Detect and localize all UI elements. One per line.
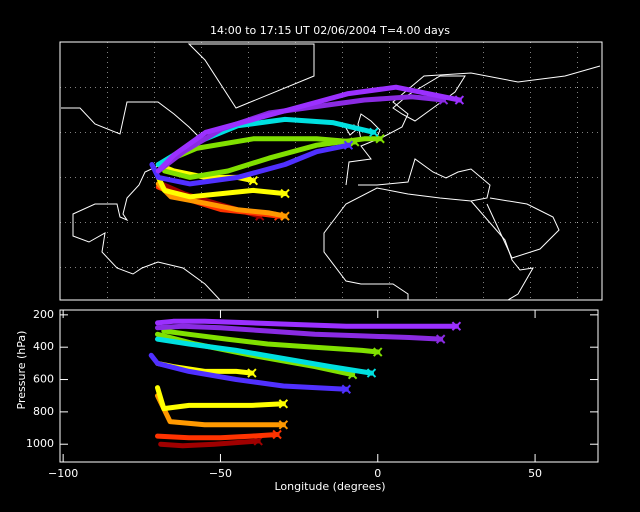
trajectory [162, 136, 383, 180]
coastline [187, 43, 315, 109]
trajectory-end [373, 347, 383, 357]
trajectory-end [451, 321, 462, 331]
x-tick-label: 0 [374, 467, 381, 480]
y-axis-label: Pressure (hPa) [15, 331, 28, 410]
map-trajectories [149, 84, 465, 221]
trajectory-end [435, 334, 446, 344]
trajectory [155, 181, 288, 219]
x-axis-label: Longitude (degrees) [274, 480, 385, 493]
trajectory [155, 84, 462, 174]
trajectory [155, 336, 374, 376]
trajectory-end [341, 384, 352, 394]
x-tick-label: 50 [528, 467, 542, 480]
coastline [486, 197, 560, 259]
trajectory-end [247, 368, 257, 378]
y-tick-label: 200 [33, 308, 54, 321]
trajectory-end [278, 420, 289, 430]
map-frame [59, 41, 603, 301]
chart-title: 14:00 to 17:15 UT 02/06/2004 T=4.00 days [210, 24, 450, 37]
trajectory [155, 318, 459, 329]
trajectory-end [280, 211, 290, 221]
trajectory [155, 385, 286, 412]
trajectory-end [366, 368, 377, 378]
x-tick-label: −100 [48, 467, 78, 480]
trajectory [155, 393, 286, 428]
coastline [323, 158, 491, 300]
pressure-panel: −100 −50 0 50 200 400 600 800 1000 Longitude (de… [15, 308, 599, 493]
plot-frame [59, 309, 599, 463]
y-tick-label: 800 [33, 405, 54, 418]
x-tick-label: −50 [209, 467, 232, 480]
trajectory-end [343, 140, 354, 150]
map-panel [59, 41, 603, 301]
y-tick-label: 600 [33, 373, 54, 386]
trajectory-end [278, 399, 289, 409]
coastline [345, 65, 601, 186]
trajectory-end [280, 188, 290, 199]
trajectory-end [350, 137, 360, 147]
trajectory-end [369, 127, 379, 138]
y-tick-label: 1000 [26, 437, 54, 450]
coastline [470, 200, 534, 300]
coastline [392, 75, 466, 122]
trajectory [155, 323, 444, 342]
trajectory [149, 142, 351, 187]
trajectory [155, 432, 280, 441]
coastlines [61, 43, 601, 300]
pressure-trajectories [148, 318, 462, 449]
y-tick-label: 400 [33, 340, 54, 353]
trajectory-end [454, 95, 465, 105]
trajectory [155, 174, 288, 200]
trajectory [158, 438, 261, 449]
trajectory [161, 328, 381, 355]
trajectory-end [248, 175, 259, 186]
trajectory-end [272, 429, 282, 440]
coastline [61, 101, 221, 300]
trajectory [148, 352, 349, 392]
axes: −100 −50 0 50 200 400 600 800 1000 [26, 308, 598, 480]
